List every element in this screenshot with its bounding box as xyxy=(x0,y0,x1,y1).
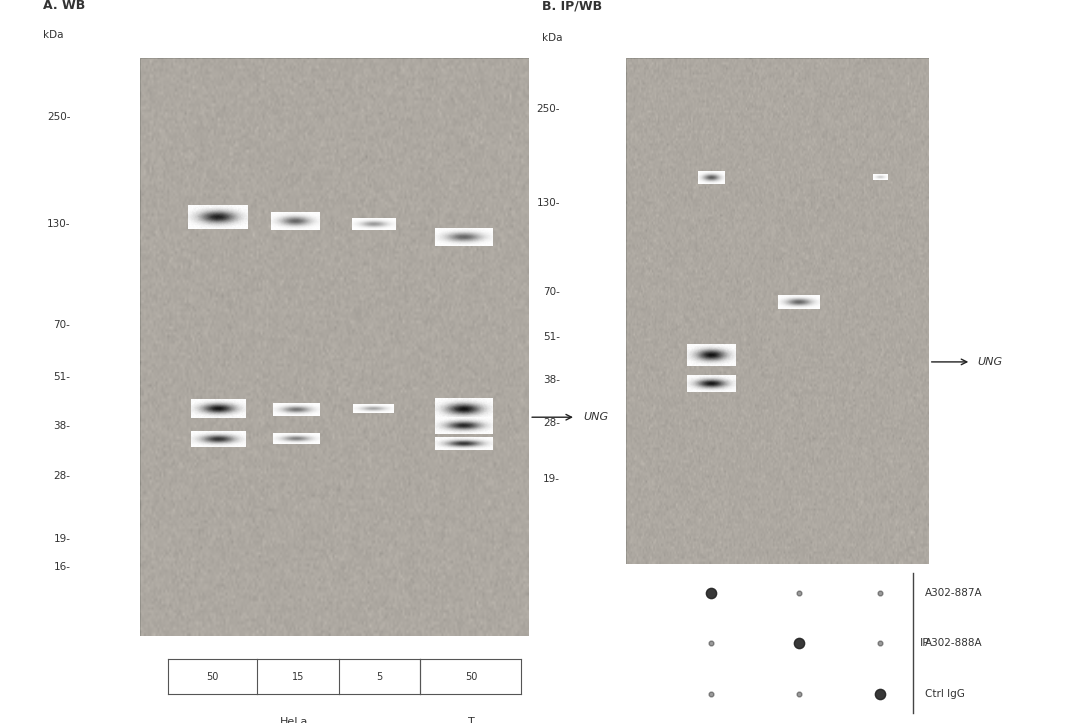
Text: HeLa: HeLa xyxy=(280,717,308,723)
Text: 19-: 19- xyxy=(543,474,559,484)
Text: 5: 5 xyxy=(377,672,382,682)
Text: 250-: 250- xyxy=(537,104,559,114)
Text: 250-: 250- xyxy=(46,111,70,121)
Text: 70-: 70- xyxy=(543,287,559,297)
Text: 38-: 38- xyxy=(543,375,559,385)
Text: 15: 15 xyxy=(292,672,305,682)
Text: 51-: 51- xyxy=(543,333,559,343)
Text: 50: 50 xyxy=(206,672,218,682)
Text: 28-: 28- xyxy=(543,419,559,429)
Text: UNG: UNG xyxy=(977,357,1002,367)
Point xyxy=(702,587,719,599)
Point xyxy=(791,688,808,700)
Text: A302-888A: A302-888A xyxy=(926,638,983,649)
Text: 28-: 28- xyxy=(53,471,70,481)
Text: UNG: UNG xyxy=(583,412,609,422)
Point xyxy=(872,638,889,649)
Text: 19-: 19- xyxy=(53,534,70,544)
Point xyxy=(791,638,808,649)
Text: 51-: 51- xyxy=(53,372,70,382)
Point xyxy=(872,688,889,700)
Text: 38-: 38- xyxy=(53,421,70,431)
Point xyxy=(872,587,889,599)
Text: 50: 50 xyxy=(464,672,477,682)
Text: T: T xyxy=(468,717,474,723)
Point xyxy=(702,638,719,649)
Text: A. WB: A. WB xyxy=(43,0,85,12)
Text: A302-887A: A302-887A xyxy=(926,588,983,598)
Text: 130-: 130- xyxy=(537,198,559,208)
Text: 16-: 16- xyxy=(53,562,70,573)
Text: Ctrl IgG: Ctrl IgG xyxy=(926,689,966,699)
Text: kDa: kDa xyxy=(43,30,64,40)
Text: 70-: 70- xyxy=(54,320,70,330)
Point xyxy=(791,587,808,599)
Text: B. IP/WB: B. IP/WB xyxy=(542,0,602,12)
Text: IP: IP xyxy=(920,638,930,649)
Text: 130-: 130- xyxy=(46,219,70,229)
Point xyxy=(702,688,719,700)
Text: kDa: kDa xyxy=(542,33,563,43)
